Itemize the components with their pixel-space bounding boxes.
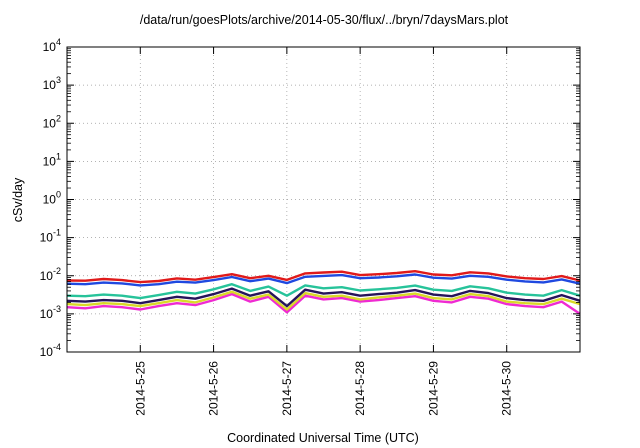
y-tick-label: 103 bbox=[43, 75, 61, 92]
y-tick-label: 102 bbox=[43, 113, 61, 130]
series-group bbox=[66, 270, 581, 315]
y-tick-label: 104 bbox=[43, 37, 61, 54]
x-axis: 2014-5-25 2014-5-26 2014-5-27 2014-5-28 2014… bbox=[133, 47, 514, 416]
y-tick-label: 10-3 bbox=[40, 304, 61, 321]
y-tick-label: 101 bbox=[43, 151, 61, 168]
chart-title: /data/run/goesPlots/archive/2014-05-30/f… bbox=[140, 13, 509, 27]
y-axis-label: cSv/day bbox=[11, 177, 25, 222]
series-line bbox=[66, 273, 581, 287]
y-tick-label: 100 bbox=[43, 190, 61, 207]
y-tick-label: 10-4 bbox=[40, 342, 61, 359]
x-tick-label: 2014-5-28 bbox=[353, 361, 367, 416]
series-line bbox=[66, 270, 581, 284]
series-line bbox=[66, 292, 581, 315]
x-tick-label: 2014-5-25 bbox=[133, 361, 147, 416]
x-tick-label: 2014-5-29 bbox=[426, 361, 440, 416]
x-tick-label: 2014-5-30 bbox=[500, 361, 514, 416]
x-tick-label: 2014-5-26 bbox=[207, 361, 221, 416]
y-axis: 10-4 10-3 10-2 10-1 100 101 102 103 104 bbox=[40, 37, 580, 359]
x-tick-label: 2014-5-27 bbox=[280, 361, 294, 416]
y-tick-label: 10-2 bbox=[40, 266, 61, 283]
series-line bbox=[66, 290, 581, 311]
y-tick-label: 10-1 bbox=[40, 228, 61, 245]
series-line bbox=[66, 283, 581, 300]
x-axis-label: Coordinated Universal Time (UTC) bbox=[227, 431, 419, 445]
series-line bbox=[66, 287, 581, 308]
